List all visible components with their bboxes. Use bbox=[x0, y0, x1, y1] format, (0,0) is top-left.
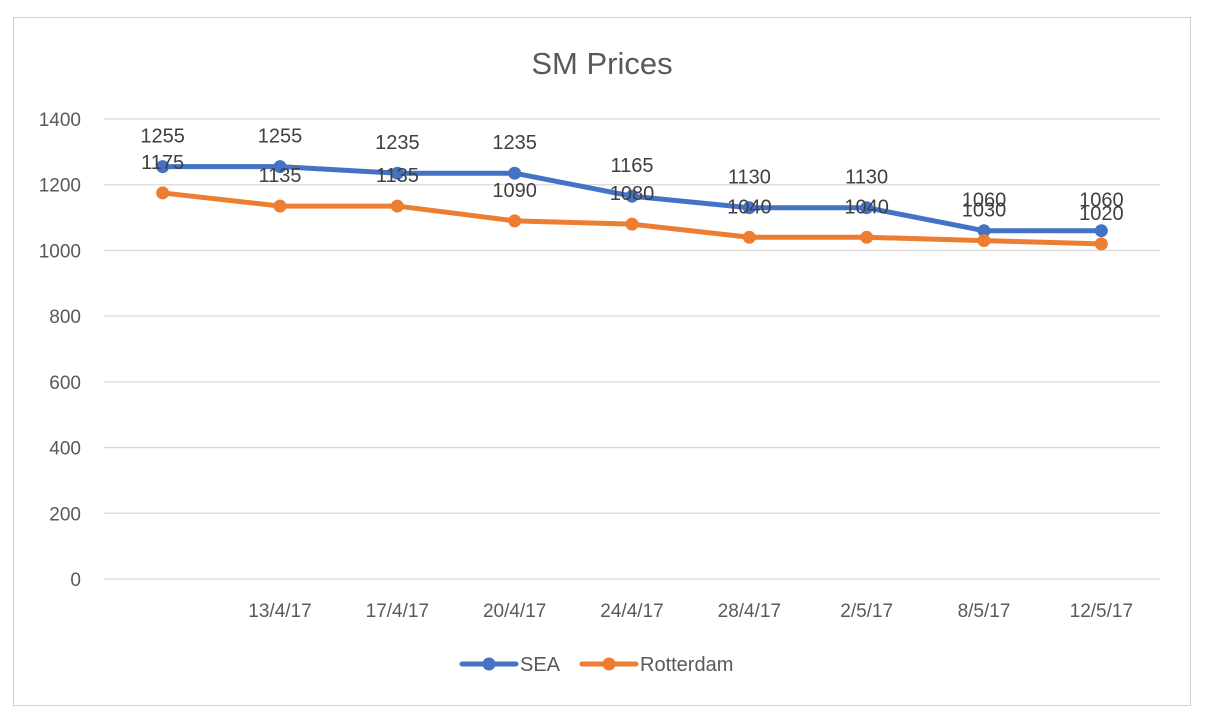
y-tick-label: 0 bbox=[70, 570, 81, 591]
data-point bbox=[508, 166, 522, 180]
data-point bbox=[156, 186, 170, 200]
x-tick-label: 12/5/17 bbox=[1070, 601, 1133, 622]
legend-label: SEA bbox=[520, 654, 561, 676]
data-point bbox=[390, 166, 404, 180]
data-label: 1080 bbox=[610, 183, 655, 205]
data-label: 1060 bbox=[962, 190, 1007, 212]
data-point bbox=[156, 160, 170, 174]
data-label: 1040 bbox=[844, 196, 889, 218]
data-labels: 1255 1255 1235 1235 1165 1130 1130 1060 1060 1175… bbox=[140, 126, 1123, 225]
data-point bbox=[977, 234, 991, 248]
x-tick-label: 28/4/17 bbox=[718, 601, 781, 622]
data-label: 1235 bbox=[492, 132, 537, 154]
data-point bbox=[1094, 224, 1108, 238]
data-label: 1130 bbox=[728, 167, 771, 189]
data-label: 1255 bbox=[258, 126, 303, 148]
data-label: 1030 bbox=[962, 200, 1007, 222]
data-point bbox=[1094, 237, 1108, 251]
chart-title: SM Prices bbox=[531, 46, 672, 81]
legend-label: Rotterdam bbox=[640, 654, 733, 676]
data-label: 1060 bbox=[1079, 190, 1124, 212]
data-point bbox=[273, 160, 287, 174]
data-label: 1165 bbox=[610, 155, 653, 177]
x-tick-label: 2/5/17 bbox=[840, 601, 893, 622]
y-tick-label: 600 bbox=[49, 373, 81, 394]
gridlines bbox=[104, 118, 1160, 580]
x-axis: 13/4/17 17/4/17 20/4/17 24/4/17 28/4/17 2/5/1… bbox=[248, 601, 1133, 622]
x-tick-label: 13/4/17 bbox=[248, 601, 311, 622]
data-label: 1130 bbox=[845, 167, 888, 189]
y-tick-label: 1200 bbox=[39, 176, 81, 197]
chart-frame bbox=[13, 17, 1191, 706]
legend-swatch-marker bbox=[602, 657, 616, 671]
data-point bbox=[625, 217, 639, 231]
x-tick-label: 8/5/17 bbox=[958, 601, 1011, 622]
data-point bbox=[508, 214, 522, 228]
y-tick-label: 400 bbox=[49, 439, 81, 460]
legend-item-sea: SEA bbox=[459, 654, 561, 676]
data-point bbox=[273, 199, 287, 213]
data-label: 1135 bbox=[376, 165, 419, 187]
y-tick-label: 1400 bbox=[39, 110, 81, 131]
data-label: 1175 bbox=[141, 152, 184, 174]
x-tick-label: 20/4/17 bbox=[483, 601, 546, 622]
data-point bbox=[390, 199, 404, 213]
data-label: 1040 bbox=[727, 196, 772, 218]
data-label: 1090 bbox=[492, 180, 537, 202]
data-label: 1235 bbox=[375, 132, 420, 154]
data-label: 1020 bbox=[1079, 203, 1124, 225]
legend-item-rotterdam: Rotterdam bbox=[579, 654, 733, 676]
data-point bbox=[860, 201, 874, 215]
legend: SEA Rotterdam bbox=[459, 654, 733, 676]
y-tick-label: 800 bbox=[49, 307, 81, 328]
series-group bbox=[156, 160, 1108, 251]
data-point bbox=[977, 224, 991, 238]
y-axis: 0 200 400 600 800 1000 1200 1400 bbox=[39, 110, 81, 591]
data-label: 1135 bbox=[258, 165, 301, 187]
y-tick-label: 1000 bbox=[39, 241, 81, 262]
data-label: 1255 bbox=[140, 126, 185, 148]
legend-swatch-marker bbox=[482, 657, 496, 671]
data-point bbox=[625, 189, 639, 203]
data-point bbox=[742, 230, 756, 244]
data-point bbox=[742, 201, 756, 215]
data-point bbox=[860, 230, 874, 244]
x-tick-label: 17/4/17 bbox=[366, 601, 429, 622]
y-tick-label: 200 bbox=[49, 504, 81, 525]
x-tick-label: 24/4/17 bbox=[600, 601, 663, 622]
